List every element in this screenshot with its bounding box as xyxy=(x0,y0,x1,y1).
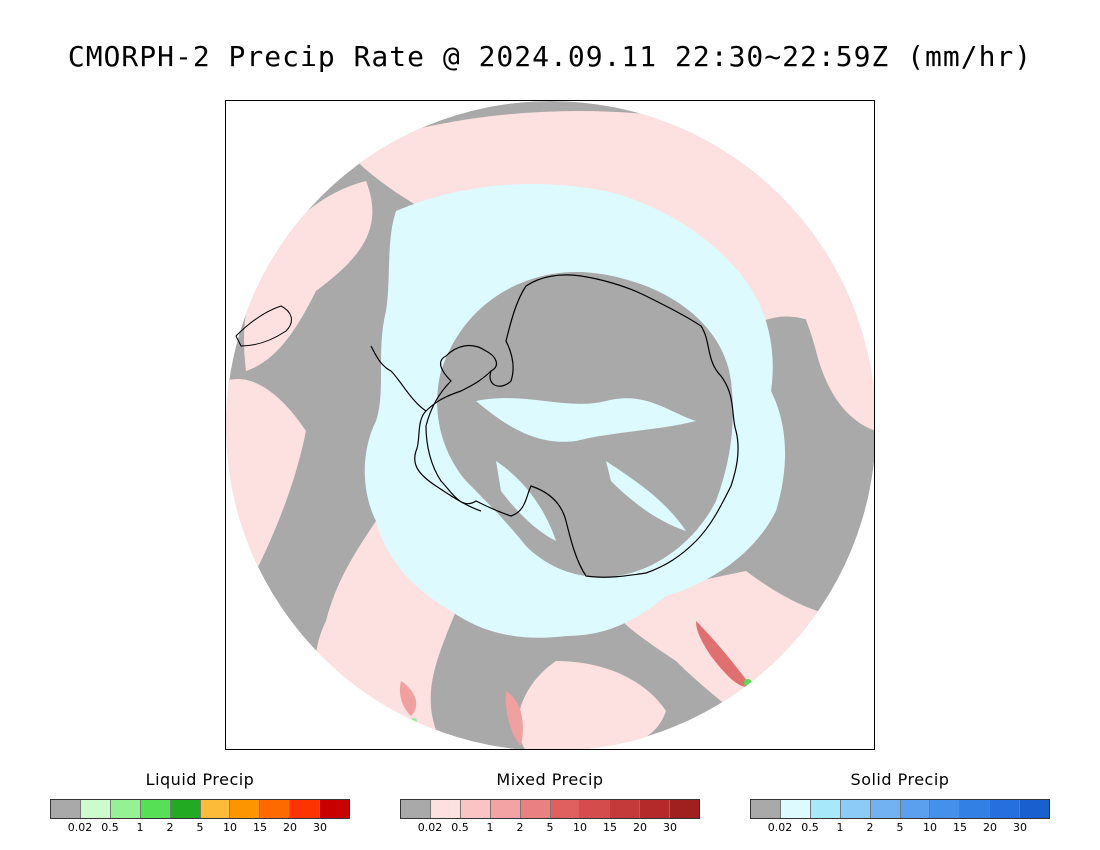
legend-liquid-swatch xyxy=(200,800,231,818)
legend-mixed-tick-label: 2 xyxy=(516,821,524,834)
legend-mixed-swatch xyxy=(640,800,671,818)
legend-liquid-title: Liquid Precip xyxy=(145,770,255,789)
legend-mixed-swatch xyxy=(550,800,581,818)
mixed-precip-streak-sw xyxy=(399,681,417,716)
legend-solid-swatch xyxy=(870,800,901,818)
legend-solid-tick-label: 1 xyxy=(836,821,844,834)
map-title: CMORPH-2 Precip Rate @ 2024.09.11 22:30~… xyxy=(67,40,1033,73)
legend-mixed-swatch xyxy=(460,800,491,818)
legend-mixed-tick-label: 10 xyxy=(573,821,587,834)
map-panel xyxy=(225,100,875,750)
solid-precip-interior-streak-3 xyxy=(606,461,686,531)
legend-solid-tick-label: 10 xyxy=(923,821,937,834)
mixed-precip-streak-se xyxy=(696,621,751,687)
legend-liquid-tick-label: 30 xyxy=(313,821,327,834)
legend-mixed-tick-label: 30 xyxy=(663,821,677,834)
legend-liquid-swatch xyxy=(80,800,111,818)
legend-solid-tick-label: 20 xyxy=(983,821,997,834)
legend-solid-swatch xyxy=(780,800,811,818)
legend-liquid-tick-label: 5 xyxy=(196,821,204,834)
legend-solid-tick-label: 0.02 xyxy=(767,821,793,834)
legend-solid: Solid Precip 0.02 0.5 1 2 5 10 15 20 30 xyxy=(750,770,1050,837)
legend-mixed-swatch xyxy=(670,800,700,818)
legend-liquid: Liquid Precip 0.02 0.5 1 2 5 10 15 20 30 xyxy=(50,770,350,837)
antarctic-peninsula-coastline xyxy=(370,345,492,512)
mixed-precip-region-south xyxy=(517,661,666,749)
legend-mixed-swatch xyxy=(580,800,611,818)
legend-mixed-tick-label: 20 xyxy=(633,821,647,834)
legend-solid-swatch xyxy=(840,800,871,818)
legend-mixed-tick-label: 1 xyxy=(486,821,494,834)
legend-mixed-tick-label: 0.02 xyxy=(417,821,443,834)
legend-liquid-swatch xyxy=(170,800,201,818)
legend-solid-tick-label: 5 xyxy=(896,821,904,834)
legend-solid-swatch xyxy=(810,800,841,818)
legend-mixed-swatch xyxy=(430,800,461,818)
legend-liquid-tick-label: 15 xyxy=(253,821,267,834)
legend-solid-tick-label: 2 xyxy=(866,821,874,834)
legend-liquid-ticks: 0.02 0.5 1 2 5 10 15 20 30 xyxy=(50,821,350,837)
legend-mixed-swatch xyxy=(490,800,521,818)
legend-mixed-colorbar xyxy=(400,799,700,819)
legend-solid-swatch xyxy=(751,800,781,818)
legend-liquid-colorbar xyxy=(50,799,350,819)
solid-precip-interior-streak-1 xyxy=(476,398,696,442)
polar-precip-map xyxy=(226,101,874,749)
legend-liquid-tick-label: 0.02 xyxy=(67,821,93,834)
legend-liquid-tick-label: 2 xyxy=(166,821,174,834)
legend-solid-tick-label: 15 xyxy=(953,821,967,834)
legend-mixed-swatch xyxy=(610,800,641,818)
legend-mixed-title: Mixed Precip xyxy=(496,770,604,789)
legend-liquid-swatch xyxy=(230,800,261,818)
legend-liquid-swatch xyxy=(51,800,81,818)
legend-solid-swatch xyxy=(990,800,1021,818)
legend-mixed-swatch xyxy=(401,800,431,818)
legend-mixed-tick-label: 5 xyxy=(546,821,554,834)
mixed-precip-region-west xyxy=(226,379,306,571)
legend-solid-swatch xyxy=(960,800,991,818)
antarctica-coastline xyxy=(425,274,739,578)
legend-mixed-ticks: 0.02 0.5 1 2 5 10 15 20 30 xyxy=(400,821,700,837)
legend-solid-ticks: 0.02 0.5 1 2 5 10 15 20 30 xyxy=(750,821,1050,837)
legend-liquid-tick-label: 1 xyxy=(136,821,144,834)
legend-mixed-swatch xyxy=(520,800,551,818)
legend-mixed-tick-label: 15 xyxy=(603,821,617,834)
legend-solid-swatch xyxy=(1020,800,1050,818)
legend-liquid-swatch xyxy=(260,800,291,818)
liquid-precip-spot-2 xyxy=(411,718,417,724)
legend-liquid-tick-label: 0.5 xyxy=(101,821,119,834)
legend-liquid-swatch xyxy=(290,800,321,818)
precip-field xyxy=(226,101,874,749)
liquid-precip-spot xyxy=(744,679,752,687)
legend-liquid-tick-label: 20 xyxy=(283,821,297,834)
south-america-tip-coastline xyxy=(235,305,292,347)
mixed-precip-streak-s xyxy=(505,691,523,746)
legend-solid-tick-label: 30 xyxy=(1013,821,1027,834)
legend-solid-swatch xyxy=(930,800,961,818)
legend-solid-swatch xyxy=(900,800,931,818)
legend-solid-tick-label: 0.5 xyxy=(801,821,819,834)
legend-mixed: Mixed Precip 0.02 0.5 1 2 5 10 15 20 30 xyxy=(400,770,700,837)
legend-mixed-tick-label: 0.5 xyxy=(451,821,469,834)
legend-solid-colorbar xyxy=(750,799,1050,819)
legend-liquid-tick-label: 10 xyxy=(223,821,237,834)
legend-solid-title: Solid Precip xyxy=(850,770,950,789)
mixed-precip-region-northwest xyxy=(244,181,373,371)
legend-liquid-swatch xyxy=(320,800,350,818)
legend-liquid-swatch xyxy=(110,800,141,818)
legend-liquid-swatch xyxy=(140,800,171,818)
